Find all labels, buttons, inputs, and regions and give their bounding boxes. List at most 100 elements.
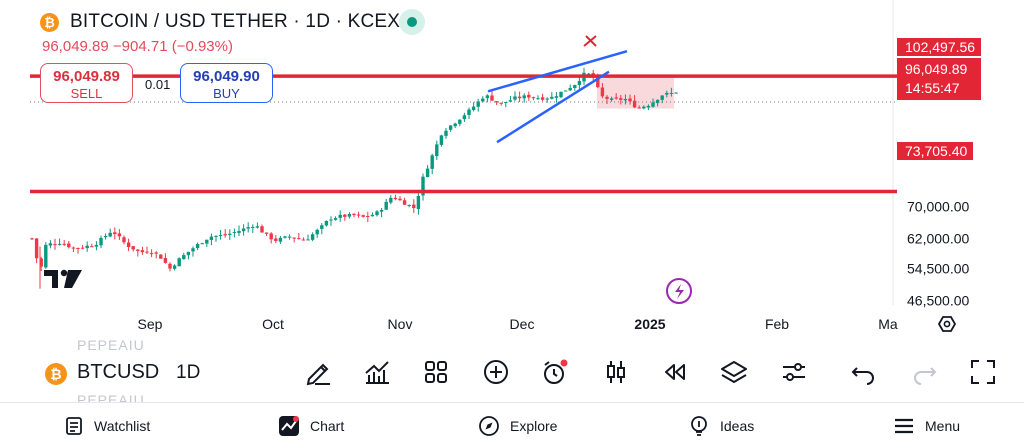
- candle-body: [531, 97, 536, 99]
- settings-icon[interactable]: [779, 357, 809, 387]
- time-axis-label: 2025: [634, 316, 665, 332]
- nav-ideas-label: Ideas: [720, 417, 755, 434]
- nav-ideas[interactable]: Ideas: [688, 403, 754, 448]
- candle-body: [223, 234, 227, 236]
- candle-body: [393, 197, 398, 200]
- candle-body: [177, 258, 181, 267]
- candle-body: [237, 230, 241, 233]
- nav-explore[interactable]: Explore: [478, 403, 557, 448]
- resistance-price-tag[interactable]: 102,497.56: [897, 38, 982, 56]
- buy-label: BUY: [213, 86, 240, 101]
- time-axis-label: Nov: [388, 316, 413, 332]
- candle-body: [90, 246, 94, 248]
- candle-body: [30, 238, 34, 240]
- candle-body: [39, 258, 43, 267]
- candle-body: [508, 100, 513, 102]
- indicators-icon[interactable]: [362, 357, 392, 387]
- candle-body: [619, 98, 623, 100]
- candle-body: [292, 237, 296, 239]
- candle-body: [205, 239, 209, 244]
- draw-icon[interactable]: [303, 357, 333, 387]
- candle-body: [214, 235, 218, 237]
- replay-icon[interactable]: [660, 357, 690, 387]
- watchlist-icon: [66, 416, 82, 435]
- lower-trendline[interactable]: [496, 70, 610, 144]
- candle-body: [195, 243, 200, 249]
- candle-body: [126, 242, 131, 248]
- candle-body: [517, 96, 522, 99]
- candle-body: [425, 168, 430, 178]
- candle-body: [499, 102, 503, 104]
- buy-button[interactable]: 96,049.90 BUY: [180, 63, 273, 103]
- candles-icon[interactable]: [601, 357, 631, 387]
- candle-body: [333, 218, 338, 220]
- support-price-tag[interactable]: 73,705.40: [897, 142, 974, 160]
- candle-body: [278, 237, 283, 242]
- candle-body: [361, 215, 365, 217]
- market-status-icon[interactable]: [399, 9, 425, 35]
- candle-body: [48, 243, 53, 246]
- candle-body: [324, 220, 329, 226]
- symbol-title[interactable]: BITCOIN / USD TETHER · 1D · KCEX: [70, 11, 401, 32]
- nav-chart-label: Chart: [310, 417, 345, 434]
- candle-body: [462, 115, 467, 120]
- candle-body: [122, 237, 126, 243]
- nav-menu[interactable]: Menu: [893, 403, 960, 448]
- candle-body: [246, 227, 250, 229]
- price-axis-label: 70,000.00: [907, 198, 969, 214]
- nav-chart[interactable]: Chart: [278, 403, 344, 448]
- candle-body: [255, 226, 260, 228]
- candle-body: [44, 244, 48, 268]
- alert-icon[interactable]: [540, 357, 570, 387]
- candle-body: [57, 243, 62, 245]
- axis-settings-icon[interactable]: [937, 316, 957, 332]
- last-price-tag[interactable]: 96,049.89 14:55:47: [897, 58, 981, 100]
- candle-body: [375, 211, 379, 216]
- candle-body: [407, 204, 411, 206]
- candle-body: [504, 102, 508, 104]
- price-change: 96,049.89 −904.71 (−0.93%): [42, 38, 233, 55]
- candle-body: [306, 239, 310, 241]
- undo-icon[interactable]: [849, 357, 879, 387]
- candle-body: [481, 98, 485, 102]
- templates-icon[interactable]: [421, 357, 451, 387]
- chart-area[interactable]: 110,000.0070,000.0062,000.0054,500.0046,…: [0, 0, 1024, 345]
- candle-body: [274, 238, 278, 241]
- bitcoin-logo-icon: ₿: [40, 13, 59, 32]
- candle-body: [347, 214, 352, 217]
- candle-body: [172, 265, 177, 269]
- buy-price: 96,049.90: [193, 68, 260, 85]
- candle-body: [71, 247, 76, 249]
- candle-body: [628, 98, 632, 102]
- price-axis-label: 62,000.00: [907, 230, 969, 246]
- symbol-selector[interactable]: BTCUSD: [77, 361, 160, 383]
- candle-body: [421, 176, 425, 196]
- candle-body: [550, 96, 554, 99]
- interval-selector[interactable]: 1D: [176, 362, 201, 383]
- candle-body: [338, 214, 342, 218]
- sell-price: 96,049.89: [53, 68, 120, 85]
- candle-body: [310, 234, 315, 240]
- redo-icon[interactable]: [909, 357, 939, 387]
- candle-body: [108, 232, 112, 237]
- candle-body: [163, 258, 168, 263]
- candle-body: [623, 98, 628, 101]
- candle-body: [384, 201, 388, 210]
- price-chart[interactable]: 110,000.0070,000.0062,000.0054,500.0046,…: [0, 0, 1024, 345]
- candle-body: [200, 243, 204, 245]
- upper-trendline[interactable]: [487, 50, 628, 93]
- candle-body: [494, 101, 499, 103]
- layers-icon[interactable]: [719, 357, 749, 387]
- sell-button[interactable]: 96,049.89 SELL: [40, 63, 133, 103]
- candle-body: [67, 243, 71, 248]
- candle-body: [136, 249, 140, 251]
- time-axis-label: Ma: [878, 316, 898, 332]
- sell-label: SELL: [70, 86, 103, 101]
- fullscreen-icon[interactable]: [968, 357, 998, 387]
- add-icon[interactable]: [481, 357, 511, 387]
- candle-body: [513, 96, 517, 100]
- breakout-marker[interactable]: [583, 35, 597, 47]
- candle-body: [297, 238, 301, 240]
- nav-watchlist[interactable]: Watchlist: [64, 403, 150, 448]
- previous-symbol-ghost: PEPEAIU: [77, 337, 145, 353]
